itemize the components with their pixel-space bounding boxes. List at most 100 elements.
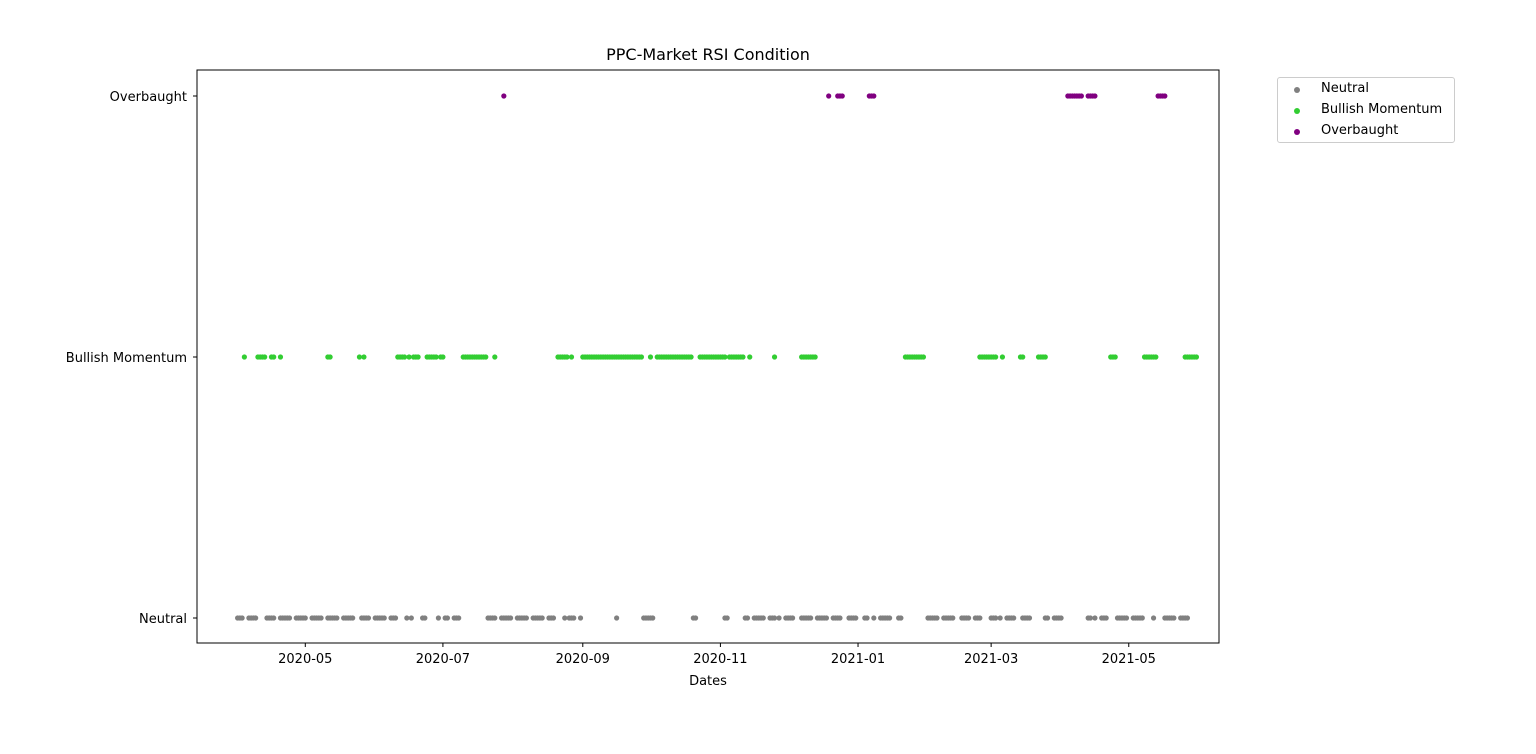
point-neutral <box>492 615 498 621</box>
point-neutral <box>823 615 830 621</box>
x-tick-label: 2021-03 <box>964 652 1018 667</box>
point-neutral <box>318 615 324 621</box>
point-neutral <box>1139 615 1145 621</box>
point-neutral <box>1092 615 1098 621</box>
point-neutral <box>562 615 568 621</box>
x-axis-label: Dates <box>689 674 727 689</box>
point-neutral <box>286 615 293 621</box>
point-overbaught <box>1078 93 1084 99</box>
point-bullish-momentum <box>401 354 408 360</box>
point-neutral <box>887 615 893 621</box>
legend: Neutral Bullish Momentum Overbaught <box>1277 77 1455 143</box>
point-bullish-momentum <box>356 354 363 360</box>
chart-title: PPC-Market RSI Condition <box>606 45 810 64</box>
point-neutral <box>1087 615 1093 621</box>
point-bullish-momentum <box>1020 354 1026 360</box>
point-neutral <box>444 615 451 621</box>
point-neutral <box>977 615 983 621</box>
point-neutral <box>350 615 356 621</box>
point-neutral <box>271 615 277 621</box>
point-bullish-momentum <box>1042 354 1048 360</box>
point-neutral <box>1026 615 1033 621</box>
legend-label-overbaught: Overbaught <box>1321 123 1399 138</box>
point-neutral <box>1103 615 1109 621</box>
point-neutral <box>253 615 259 621</box>
point-neutral <box>1044 615 1051 621</box>
x-tick-label: 2021-05 <box>1102 652 1156 667</box>
point-neutral <box>550 615 557 621</box>
point-neutral <box>864 615 870 621</box>
point-neutral <box>302 615 308 621</box>
point-neutral <box>539 615 545 621</box>
point-neutral <box>898 615 904 621</box>
legend-label-neutral: Neutral <box>1321 81 1369 96</box>
point-neutral <box>422 615 428 621</box>
point-bullish-momentum <box>327 354 333 360</box>
point-neutral <box>435 615 441 621</box>
point-neutral <box>776 615 782 621</box>
point-neutral <box>1011 615 1017 621</box>
point-neutral <box>744 615 751 621</box>
point-bullish-momentum <box>1193 354 1200 360</box>
point-neutral <box>334 615 340 621</box>
point-bullish-momentum <box>433 354 439 360</box>
point-bullish-momentum <box>688 354 694 360</box>
point-neutral <box>507 615 514 621</box>
point-bullish-momentum <box>568 354 575 360</box>
point-bullish-momentum <box>1153 354 1159 360</box>
point-neutral <box>404 615 410 621</box>
point-neutral <box>239 615 245 621</box>
point-neutral <box>456 615 462 621</box>
point-overbaught <box>1092 93 1098 99</box>
point-bullish-momentum <box>812 354 818 360</box>
x-tick-label: 2020-11 <box>693 652 747 667</box>
x-tick-label: 2020-09 <box>556 652 610 667</box>
point-bullish-momentum <box>638 354 645 360</box>
point-bullish-momentum <box>747 354 753 360</box>
point-neutral <box>1150 615 1157 621</box>
legend-label-bullish-momentum: Bullish Momentum <box>1321 102 1443 117</box>
point-neutral <box>692 615 699 621</box>
legend-item-bullish-momentum: Bullish Momentum <box>1278 101 1454 121</box>
legend-swatch-neutral <box>1294 87 1300 93</box>
point-bullish-momentum <box>492 354 498 360</box>
point-bullish-momentum <box>361 354 367 360</box>
point-neutral <box>934 615 940 621</box>
point-overbaught <box>839 93 845 99</box>
point-neutral <box>771 615 778 621</box>
point-neutral <box>853 615 859 621</box>
x-tick-label: 2020-05 <box>278 652 332 667</box>
point-bullish-momentum <box>241 354 247 360</box>
point-bullish-momentum <box>262 354 268 360</box>
point-bullish-momentum <box>271 354 277 360</box>
point-neutral <box>871 615 877 621</box>
point-neutral <box>993 615 999 621</box>
point-neutral <box>950 615 956 621</box>
point-overbaught <box>1162 93 1168 99</box>
point-neutral <box>837 615 843 621</box>
point-bullish-momentum <box>415 354 421 360</box>
point-neutral <box>790 615 796 621</box>
y-tick-label: Overbaught <box>110 90 187 105</box>
point-neutral <box>614 615 620 621</box>
x-tick-label: 2021-01 <box>831 652 885 667</box>
y-axis: Neutral Bullish Momentum Overbaught <box>66 90 197 627</box>
point-bullish-momentum <box>406 354 412 360</box>
point-neutral <box>381 615 387 621</box>
point-neutral <box>760 615 766 621</box>
x-axis: 2020-05 2020-07 2020-09 2020-11 2021-01 2021-… <box>278 643 1156 667</box>
point-overbaught <box>871 93 877 99</box>
x-tick-label: 2020-07 <box>416 652 470 667</box>
point-bullish-momentum <box>1112 354 1118 360</box>
point-neutral <box>1171 615 1177 621</box>
point-neutral <box>571 615 577 621</box>
point-neutral <box>1123 615 1130 621</box>
legend-swatch-bullish-momentum <box>1294 108 1300 114</box>
point-bullish-momentum <box>564 354 570 360</box>
point-bullish-momentum <box>647 354 654 360</box>
point-neutral <box>1184 615 1191 621</box>
legend-swatch-overbaught <box>1294 129 1300 135</box>
point-neutral <box>392 615 399 621</box>
point-overbaught <box>501 93 507 99</box>
